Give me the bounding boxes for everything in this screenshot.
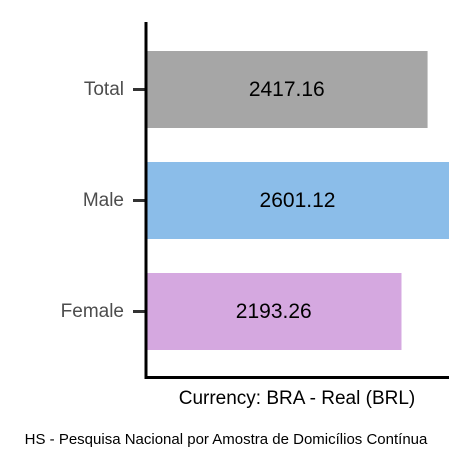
bar-male [146, 162, 449, 239]
category-label-male: Male [83, 190, 124, 211]
bars-group [146, 51, 449, 350]
category-labels-group: Total Male Female [61, 79, 124, 322]
value-label-total: 2417.16 [249, 78, 325, 101]
category-label-total: Total [84, 79, 124, 100]
value-labels-group: 2417.16 2601.12 2193.26 [236, 78, 336, 323]
value-label-female: 2193.26 [236, 300, 312, 323]
bar-total [146, 51, 428, 128]
value-label-male: 2601.12 [260, 189, 336, 212]
y-ticks-group [133, 88, 146, 313]
category-label-female: Female [61, 301, 124, 322]
x-axis-title: Currency: BRA - Real (BRL) [179, 388, 416, 409]
chart-caption: HS - Pesquisa Nacional por Amostra de Do… [25, 431, 428, 448]
bar-female [146, 273, 402, 350]
